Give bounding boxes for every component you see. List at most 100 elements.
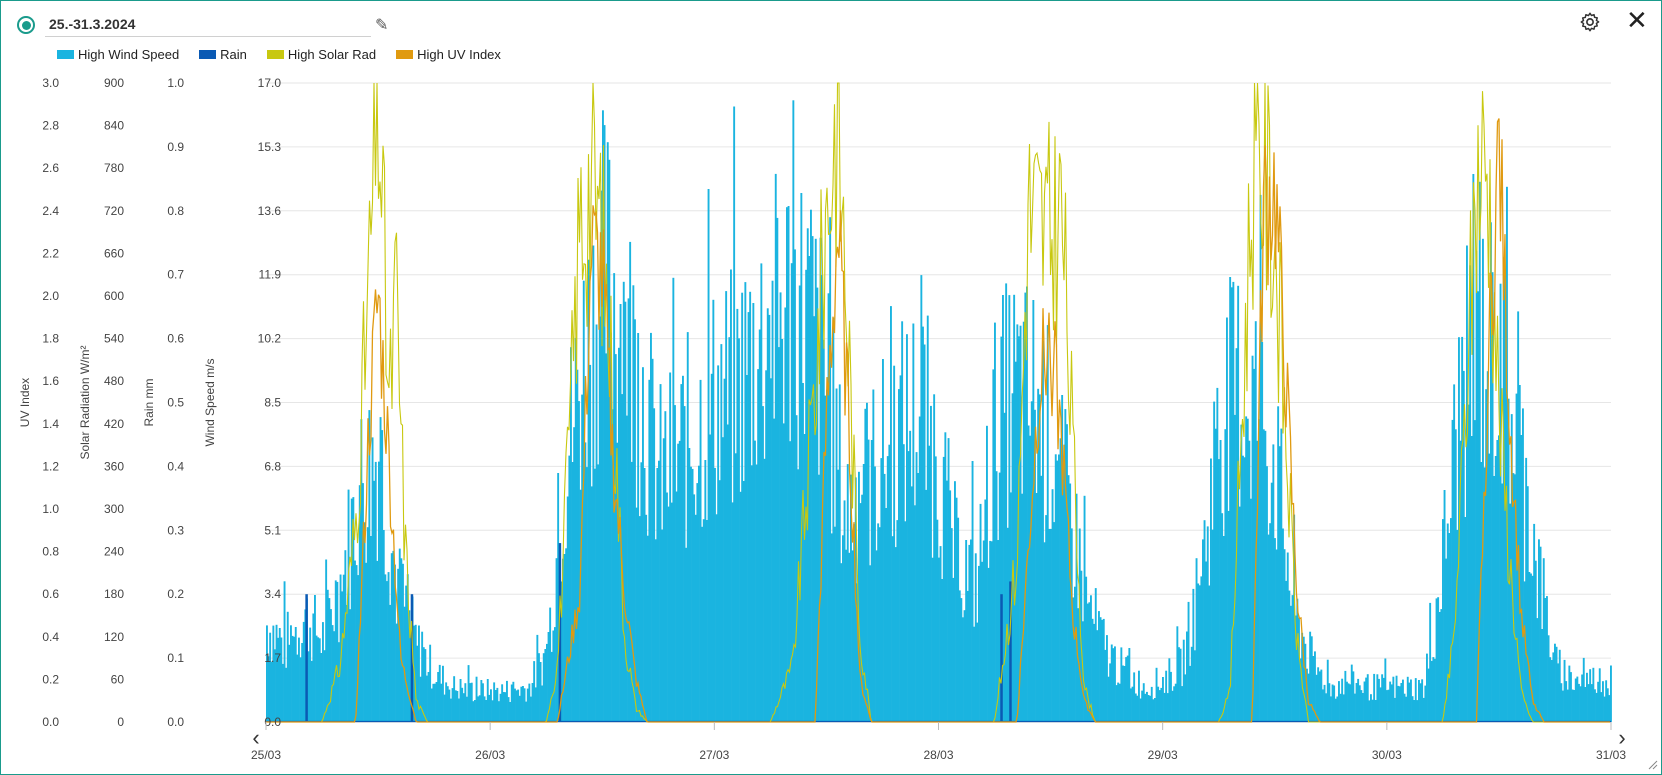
resize-handle-icon[interactable] — [1648, 760, 1658, 770]
wind-bar — [1242, 455, 1244, 722]
gear-icon[interactable] — [1579, 11, 1601, 33]
wind-bar — [859, 503, 862, 722]
wind-bar — [1381, 674, 1384, 722]
legend-item-wind[interactable]: High Wind Speed — [57, 47, 179, 62]
wind-bar — [939, 546, 942, 722]
wind-bar — [925, 489, 928, 722]
status-indicator[interactable] — [17, 16, 35, 34]
wind-bar — [1435, 598, 1438, 722]
wind-bar — [390, 553, 393, 722]
wind-bar — [1034, 409, 1036, 722]
axis-tick-label: 0 — [117, 715, 124, 729]
nav-next-icon[interactable]: › — [1618, 725, 1625, 750]
wind-bar — [1277, 406, 1280, 722]
wind-bar — [427, 672, 430, 722]
wind-bar — [922, 326, 924, 722]
wind-bar — [714, 467, 716, 722]
wind-bar — [938, 557, 940, 722]
wind-bar — [1115, 685, 1118, 722]
wind-bar — [627, 298, 630, 722]
axis-tick-label: 0.5 — [167, 396, 184, 410]
wind-bar — [1448, 533, 1451, 722]
wind-bar — [1310, 636, 1313, 722]
wind-bar — [962, 617, 964, 722]
wind-bar — [722, 437, 724, 722]
wind-bar — [696, 483, 699, 722]
wind-bar — [1102, 618, 1105, 722]
wind-bar — [478, 695, 481, 722]
wind-bar — [1408, 682, 1411, 722]
chart-title-field[interactable]: 25.-31.3.2024 — [45, 11, 371, 37]
axis-tick-label: 60 — [111, 672, 125, 686]
wind-bar — [720, 344, 723, 722]
wind-bar — [477, 696, 480, 722]
wind-bar — [966, 590, 969, 722]
wind-bar — [270, 661, 273, 722]
wind-bar — [1054, 454, 1057, 722]
wind-bar — [947, 438, 950, 722]
legend-item-solar[interactable]: High Solar Rad — [266, 47, 376, 62]
wind-bar — [1302, 636, 1305, 722]
wind-bar — [514, 688, 516, 722]
wind-bar — [507, 697, 510, 722]
wind-bar — [363, 522, 366, 722]
wind-bar — [1173, 686, 1176, 722]
wind-bar — [1587, 684, 1590, 722]
wind-bar — [725, 291, 728, 722]
wind-bar — [525, 701, 528, 722]
legend-item-rain[interactable]: Rain — [199, 47, 247, 62]
wind-bar — [661, 529, 664, 722]
wind-bar — [1570, 672, 1572, 722]
wind-bar — [830, 533, 833, 722]
wind-bar — [304, 609, 307, 722]
legend-swatch-wind — [57, 50, 74, 59]
wind-bar — [296, 654, 299, 722]
wind-bar — [517, 689, 520, 722]
wind-bar — [1565, 681, 1568, 722]
wind-bar — [571, 462, 574, 722]
wind-bar — [1453, 384, 1456, 722]
pencil-icon[interactable]: ✎ — [375, 17, 389, 34]
wind-bar — [282, 663, 284, 722]
wind-bar — [515, 690, 518, 722]
wind-bar — [1552, 652, 1555, 722]
close-icon[interactable]: ✕ — [1626, 5, 1648, 35]
wind-bar — [699, 379, 702, 722]
wind-bar — [808, 256, 811, 722]
wind-bar — [886, 456, 889, 722]
wind-bar — [664, 411, 667, 722]
wind-bar — [574, 337, 577, 722]
wind-bar — [970, 539, 972, 722]
wind-bar — [1400, 683, 1403, 722]
wind-bar — [1094, 588, 1097, 722]
wind-bar — [869, 565, 872, 722]
wind-bar — [771, 280, 774, 722]
wind-bar — [1083, 495, 1086, 722]
wind-bar — [1066, 424, 1068, 722]
wind-bar — [373, 480, 376, 722]
wind-bar — [1259, 194, 1262, 722]
wind-bar — [1512, 473, 1515, 722]
wind-bar — [1554, 643, 1556, 722]
wind-bar — [990, 541, 993, 722]
wind-bar — [354, 560, 356, 722]
wind-bar — [1483, 467, 1486, 722]
wind-bar — [1157, 686, 1160, 722]
wind-bar — [608, 159, 611, 723]
wind-bar — [861, 494, 864, 722]
wind-bar — [754, 440, 756, 722]
wind-bar — [965, 540, 968, 722]
wind-bar — [320, 653, 323, 722]
wind-bar — [717, 365, 720, 722]
wind-bar — [1213, 401, 1216, 722]
wind-bar — [586, 467, 588, 722]
legend-item-uv[interactable]: High UV Index — [396, 47, 501, 62]
wind-bar — [350, 498, 353, 722]
wind-bar — [1160, 687, 1163, 722]
wind-bar — [1349, 684, 1352, 722]
wind-bar — [1114, 646, 1116, 722]
wind-bar — [1328, 683, 1331, 722]
nav-prev-icon[interactable]: ‹ — [252, 725, 259, 750]
wind-bar — [960, 598, 963, 722]
wind-bar — [1558, 649, 1561, 722]
